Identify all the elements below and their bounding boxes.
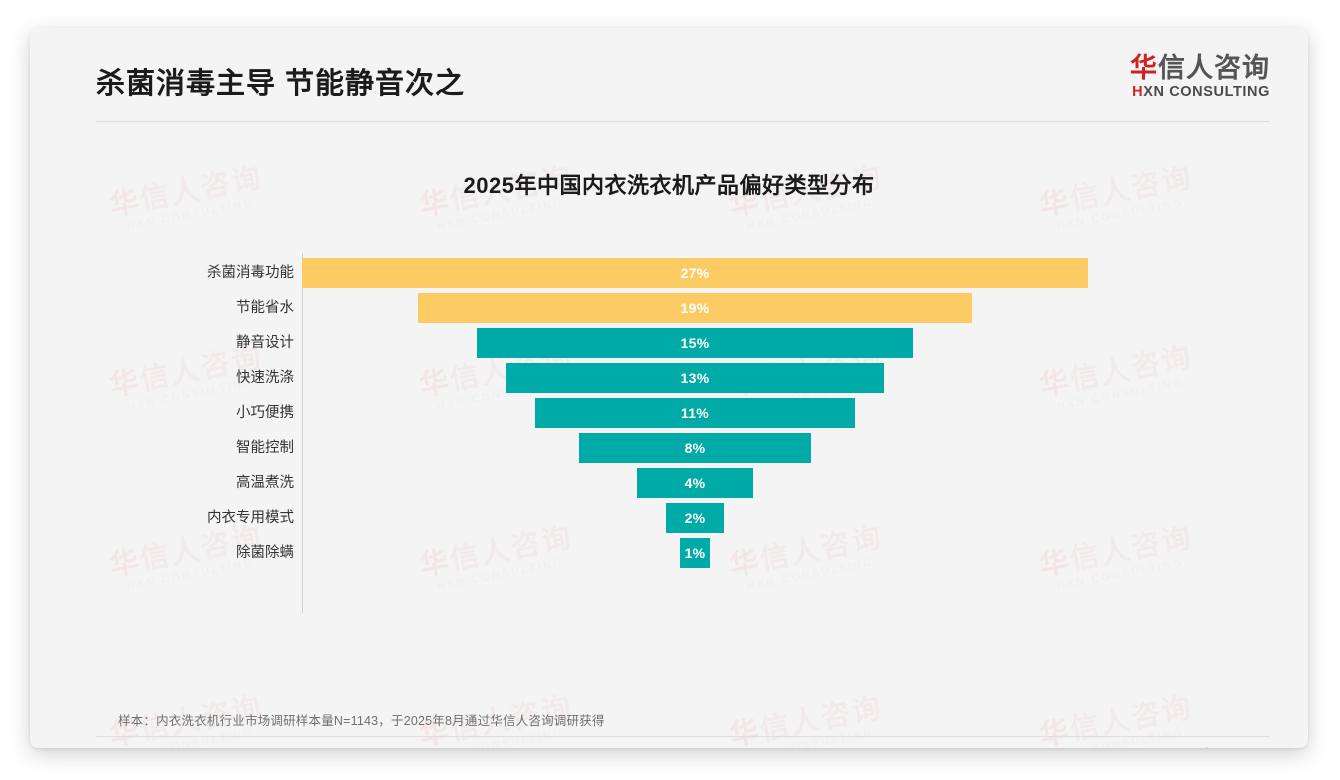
slide-card: 华信人咨询 HXN CONSULTING 华信人咨询 HXN CONSULTING 华信… — [30, 28, 1308, 748]
category-label: 除菌除螨 — [236, 545, 294, 561]
funnel-bar[interactable]: 4% — [636, 468, 754, 498]
watermark-cn: 华信人咨询 — [726, 691, 886, 748]
bar-value-label: 27% — [680, 265, 710, 281]
funnel-bar[interactable]: 8% — [578, 433, 812, 463]
funnel-row: 内衣专用模式 2% — [30, 503, 1308, 533]
watermark-cn-rest: 信人咨询 — [1067, 691, 1196, 747]
category-label: 内衣专用模式 — [207, 510, 294, 526]
funnel-row: 杀菌消毒功能 27% — [30, 258, 1308, 288]
funnel-bar[interactable]: 11% — [534, 398, 856, 428]
funnel-row: 除菌除螨 1% — [30, 538, 1308, 568]
funnel-bar[interactable]: 27% — [302, 258, 1088, 288]
brand-logo-en: HXN CONSULTING — [1130, 84, 1270, 101]
bar-value-label: 4% — [684, 475, 706, 491]
footer-copyright: ©2025.10 HXR华信人咨询 — [96, 746, 243, 748]
funnel-row: 节能省水 19% — [30, 293, 1308, 323]
footer-website: www.hxrcon.com — [1176, 746, 1270, 748]
y-axis-line — [302, 253, 303, 613]
funnel-row: 快速洗涤 13% — [30, 363, 1308, 393]
bar-value-label: 8% — [684, 440, 706, 456]
page-title: 杀菌消毒主导 节能静音次之 — [96, 68, 466, 100]
slide-header: 杀菌消毒主导 节能静音次之 华信人咨询 HXN CONSULTING — [30, 28, 1308, 120]
brand-logo-en-rest: XN CONSULTING — [1143, 84, 1270, 101]
funnel-bar[interactable]: 1% — [680, 538, 710, 568]
bar-value-label: 2% — [684, 510, 706, 526]
category-label: 杀菌消毒功能 — [207, 265, 294, 281]
watermark-cn-red: 华 — [1036, 715, 1074, 748]
funnel-row: 智能控制 8% — [30, 433, 1308, 463]
watermark-cn-red: 华 — [726, 715, 764, 748]
header-divider — [96, 121, 1270, 122]
watermark-en: HXN CONSULTING — [126, 196, 255, 233]
category-label: 节能省水 — [236, 300, 294, 316]
category-label: 智能控制 — [236, 440, 294, 456]
watermark-en: HXN CONSULTING — [746, 196, 875, 233]
funnel-row: 小巧便携 11% — [30, 398, 1308, 428]
brand-logo-cn-rest: 信人咨询 — [1158, 53, 1270, 83]
watermark-cn: 华信人咨询 — [1036, 691, 1196, 748]
bar-value-label: 1% — [684, 545, 706, 561]
category-label: 快速洗涤 — [236, 370, 294, 386]
watermark-cn-rest: 信人咨询 — [757, 691, 886, 747]
funnel-row: 静音设计 15% — [30, 328, 1308, 358]
source-note: 样本：内衣洗衣机行业市场调研样本量N=1143，于2025年8月通过华信人咨询调… — [118, 714, 605, 728]
funnel-chart: 杀菌消毒功能 27% 节能省水 19% 静音设计 15% 快速洗涤 13% 小巧便携 11% 智能控… — [30, 253, 1308, 623]
brand-logo-cn: 华信人咨询 — [1130, 54, 1270, 82]
category-label: 高温煮洗 — [236, 475, 294, 491]
funnel-bar[interactable]: 13% — [505, 363, 885, 393]
bar-value-label: 11% — [680, 405, 710, 421]
bar-value-label: 13% — [680, 370, 710, 386]
bar-value-label: 19% — [680, 300, 710, 316]
chart-title: 2025年中国内衣洗衣机产品偏好类型分布 — [463, 173, 875, 198]
brand-logo: 华信人咨询 HXN CONSULTING — [1130, 54, 1270, 101]
brand-logo-en-red: H — [1132, 84, 1144, 101]
watermark-en: HXN CONSULTING — [436, 196, 565, 233]
funnel-row: 高温煮洗 4% — [30, 468, 1308, 498]
funnel-bar[interactable]: 2% — [665, 503, 725, 533]
brand-logo-cn-red: 华 — [1130, 53, 1158, 83]
footer-divider — [96, 736, 1270, 737]
funnel-bar[interactable]: 19% — [418, 293, 972, 323]
category-label: 小巧便携 — [236, 405, 294, 421]
watermark-en: HXN CONSULTING — [1056, 196, 1185, 233]
category-label: 静音设计 — [236, 335, 294, 351]
funnel-bar[interactable]: 15% — [476, 328, 914, 358]
bar-value-label: 15% — [680, 335, 710, 351]
